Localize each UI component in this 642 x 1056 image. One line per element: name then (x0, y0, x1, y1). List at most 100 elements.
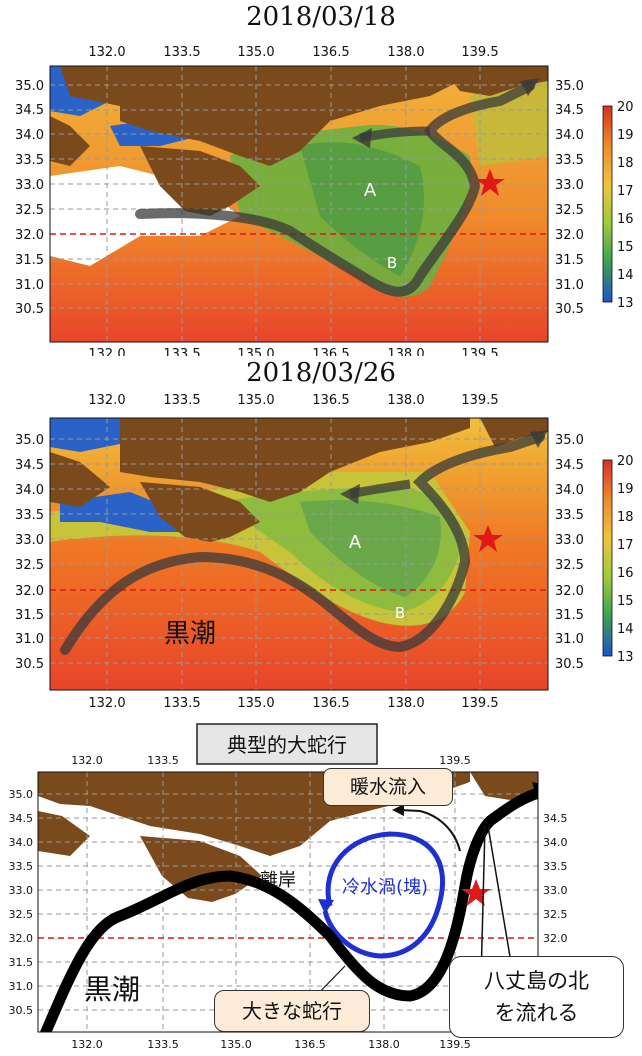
svg-text:138.0: 138.0 (387, 696, 424, 711)
x-tick: 133.5 (163, 45, 200, 60)
svg-text:32.0: 32.0 (9, 932, 34, 945)
x-axis-top-ticks: 132.0 133.5 135.0 136.5 138.0 139.5 (88, 393, 498, 408)
x-axis-top-ticks: 132.0 133.5 139.5 (71, 754, 471, 767)
svg-text:14: 14 (617, 622, 634, 637)
svg-text:136.5: 136.5 (312, 347, 349, 356)
x-tick: 135.0 (237, 45, 274, 60)
y-axis-right-ticks: 35.0 34.5 34.0 33.5 33.0 32.5 32.0 31.5 … (555, 433, 584, 672)
sst-map-panel-2: 132.0 133.5 135.0 136.5 138.0 139.5 (15, 393, 634, 711)
svg-text:136.5: 136.5 (312, 393, 349, 408)
svg-text:18: 18 (617, 156, 634, 171)
svg-text:139.5: 139.5 (461, 696, 498, 711)
svg-text:139.5: 139.5 (461, 347, 498, 356)
svg-text:135.0: 135.0 (237, 696, 274, 711)
svg-text:15: 15 (617, 594, 634, 609)
svg-text:32.0: 32.0 (15, 584, 44, 599)
svg-text:31.0: 31.0 (15, 632, 44, 647)
svg-text:34.0: 34.0 (555, 128, 584, 143)
x-axis-bottom-ticks: 132.0 133.5 135.0 136.5 138.0 139.5 (71, 1038, 471, 1051)
colorbar (602, 105, 613, 303)
svg-text:34.5: 34.5 (15, 103, 44, 118)
svg-text:133.5: 133.5 (147, 754, 179, 767)
svg-text:138.0: 138.0 (387, 393, 424, 408)
kuroshio-path (135, 81, 535, 297)
svg-text:34.5: 34.5 (15, 458, 44, 473)
y-axis-left-ticks: 35.0 34.5 34.0 33.5 33.0 32.5 32.0 31.5 … (15, 433, 44, 672)
svg-text:32.5: 32.5 (543, 908, 568, 921)
svg-text:30.5: 30.5 (15, 657, 44, 672)
svg-text:32.0: 32.0 (555, 584, 584, 599)
svg-text:35.0: 35.0 (15, 433, 44, 448)
panel1-date-title: 2018/03/18 (246, 2, 396, 32)
svg-text:132.0: 132.0 (88, 347, 125, 356)
svg-text:34.0: 34.0 (555, 483, 584, 498)
panel2-date-title: 2018/03/26 (246, 358, 396, 388)
svg-text:34.0: 34.0 (543, 836, 568, 849)
svg-text:138.0: 138.0 (387, 347, 424, 356)
svg-text:20: 20 (617, 100, 634, 115)
svg-text:31.0: 31.0 (555, 632, 584, 647)
kuroshio-meander-path (39, 787, 538, 1032)
warm-inflow-callout: 暖水流入 (323, 768, 453, 806)
svg-text:132.0: 132.0 (88, 393, 125, 408)
x-axis-bottom-ticks: 132.0 133.5 135.0 136.5 138.0 139.5 (88, 696, 498, 711)
svg-text:30.5: 30.5 (15, 302, 44, 317)
svg-text:133.5: 133.5 (163, 393, 200, 408)
svg-text:135.0: 135.0 (237, 347, 274, 356)
y-axis-left-ticks: 35.0 34.5 34.0 33.5 33.0 32.5 32.0 31.5 … (15, 79, 44, 317)
y-axis-left-ticks: 35.0 34.5 34.0 33.5 33.0 32.5 32.0 31.5 … (9, 788, 34, 1017)
svg-text:13: 13 (617, 296, 634, 311)
svg-text:132.0: 132.0 (88, 696, 125, 711)
svg-text:133.5: 133.5 (147, 1038, 179, 1051)
svg-text:31.5: 31.5 (15, 608, 44, 623)
svg-text:139.5: 139.5 (439, 1038, 471, 1051)
svg-text:32.0: 32.0 (15, 228, 44, 243)
svg-text:31.0: 31.0 (15, 278, 44, 293)
svg-text:32.5: 32.5 (555, 203, 584, 218)
svg-text:132.0: 132.0 (71, 754, 103, 767)
svg-text:34.0: 34.0 (9, 836, 34, 849)
big-meander-callout: 大きな蛇行 (214, 990, 370, 1032)
svg-text:31.0: 31.0 (555, 278, 584, 293)
svg-text:139.5: 139.5 (439, 754, 471, 767)
colorbar (602, 459, 613, 657)
svg-text:31.0: 31.0 (9, 980, 34, 993)
x-tick: 136.5 (312, 45, 349, 60)
svg-text:32.5: 32.5 (15, 558, 44, 573)
svg-text:34.5: 34.5 (555, 458, 584, 473)
svg-text:15: 15 (617, 240, 634, 255)
svg-text:33.5: 33.5 (555, 508, 584, 523)
svg-text:33.0: 33.0 (15, 533, 44, 548)
kuroshio-label: 黒潮 (84, 973, 140, 1006)
svg-text:33.5: 33.5 (543, 860, 568, 873)
svg-text:17: 17 (617, 184, 634, 199)
x-tick: 138.0 (387, 45, 424, 60)
svg-text:33.5: 33.5 (15, 508, 44, 523)
hachijo-star-icon (475, 169, 505, 196)
svg-text:32.5: 32.5 (555, 558, 584, 573)
svg-text:135.0: 135.0 (237, 393, 274, 408)
svg-text:30.5: 30.5 (9, 1004, 34, 1017)
svg-text:34.5: 34.5 (555, 103, 584, 118)
svg-text:136.5: 136.5 (294, 1038, 326, 1051)
svg-text:33.5: 33.5 (15, 153, 44, 168)
svg-text:32.0: 32.0 (543, 932, 568, 945)
svg-text:34.0: 34.0 (15, 483, 44, 498)
svg-text:33.0: 33.0 (543, 884, 568, 897)
svg-text:35.0: 35.0 (9, 788, 34, 801)
svg-text:35.0: 35.0 (555, 433, 584, 448)
svg-text:35.0: 35.0 (15, 79, 44, 94)
svg-text:13: 13 (617, 650, 634, 665)
x-axis-bottom-ticks: 132.0 133.5 135.0 136.5 138.0 139.5 (88, 347, 498, 356)
label-b: B (387, 254, 397, 272)
svg-text:33.0: 33.0 (555, 533, 584, 548)
svg-text:33.5: 33.5 (555, 153, 584, 168)
hachijo-star-icon (473, 525, 503, 552)
svg-text:20: 20 (617, 454, 634, 469)
offshore-label: 離岸 (260, 870, 296, 891)
svg-text:31.5: 31.5 (555, 608, 584, 623)
svg-text:133.5: 133.5 (163, 696, 200, 711)
cold-eddy-loop (322, 831, 446, 959)
label-a: A (349, 532, 362, 553)
svg-text:31.5: 31.5 (15, 253, 44, 268)
